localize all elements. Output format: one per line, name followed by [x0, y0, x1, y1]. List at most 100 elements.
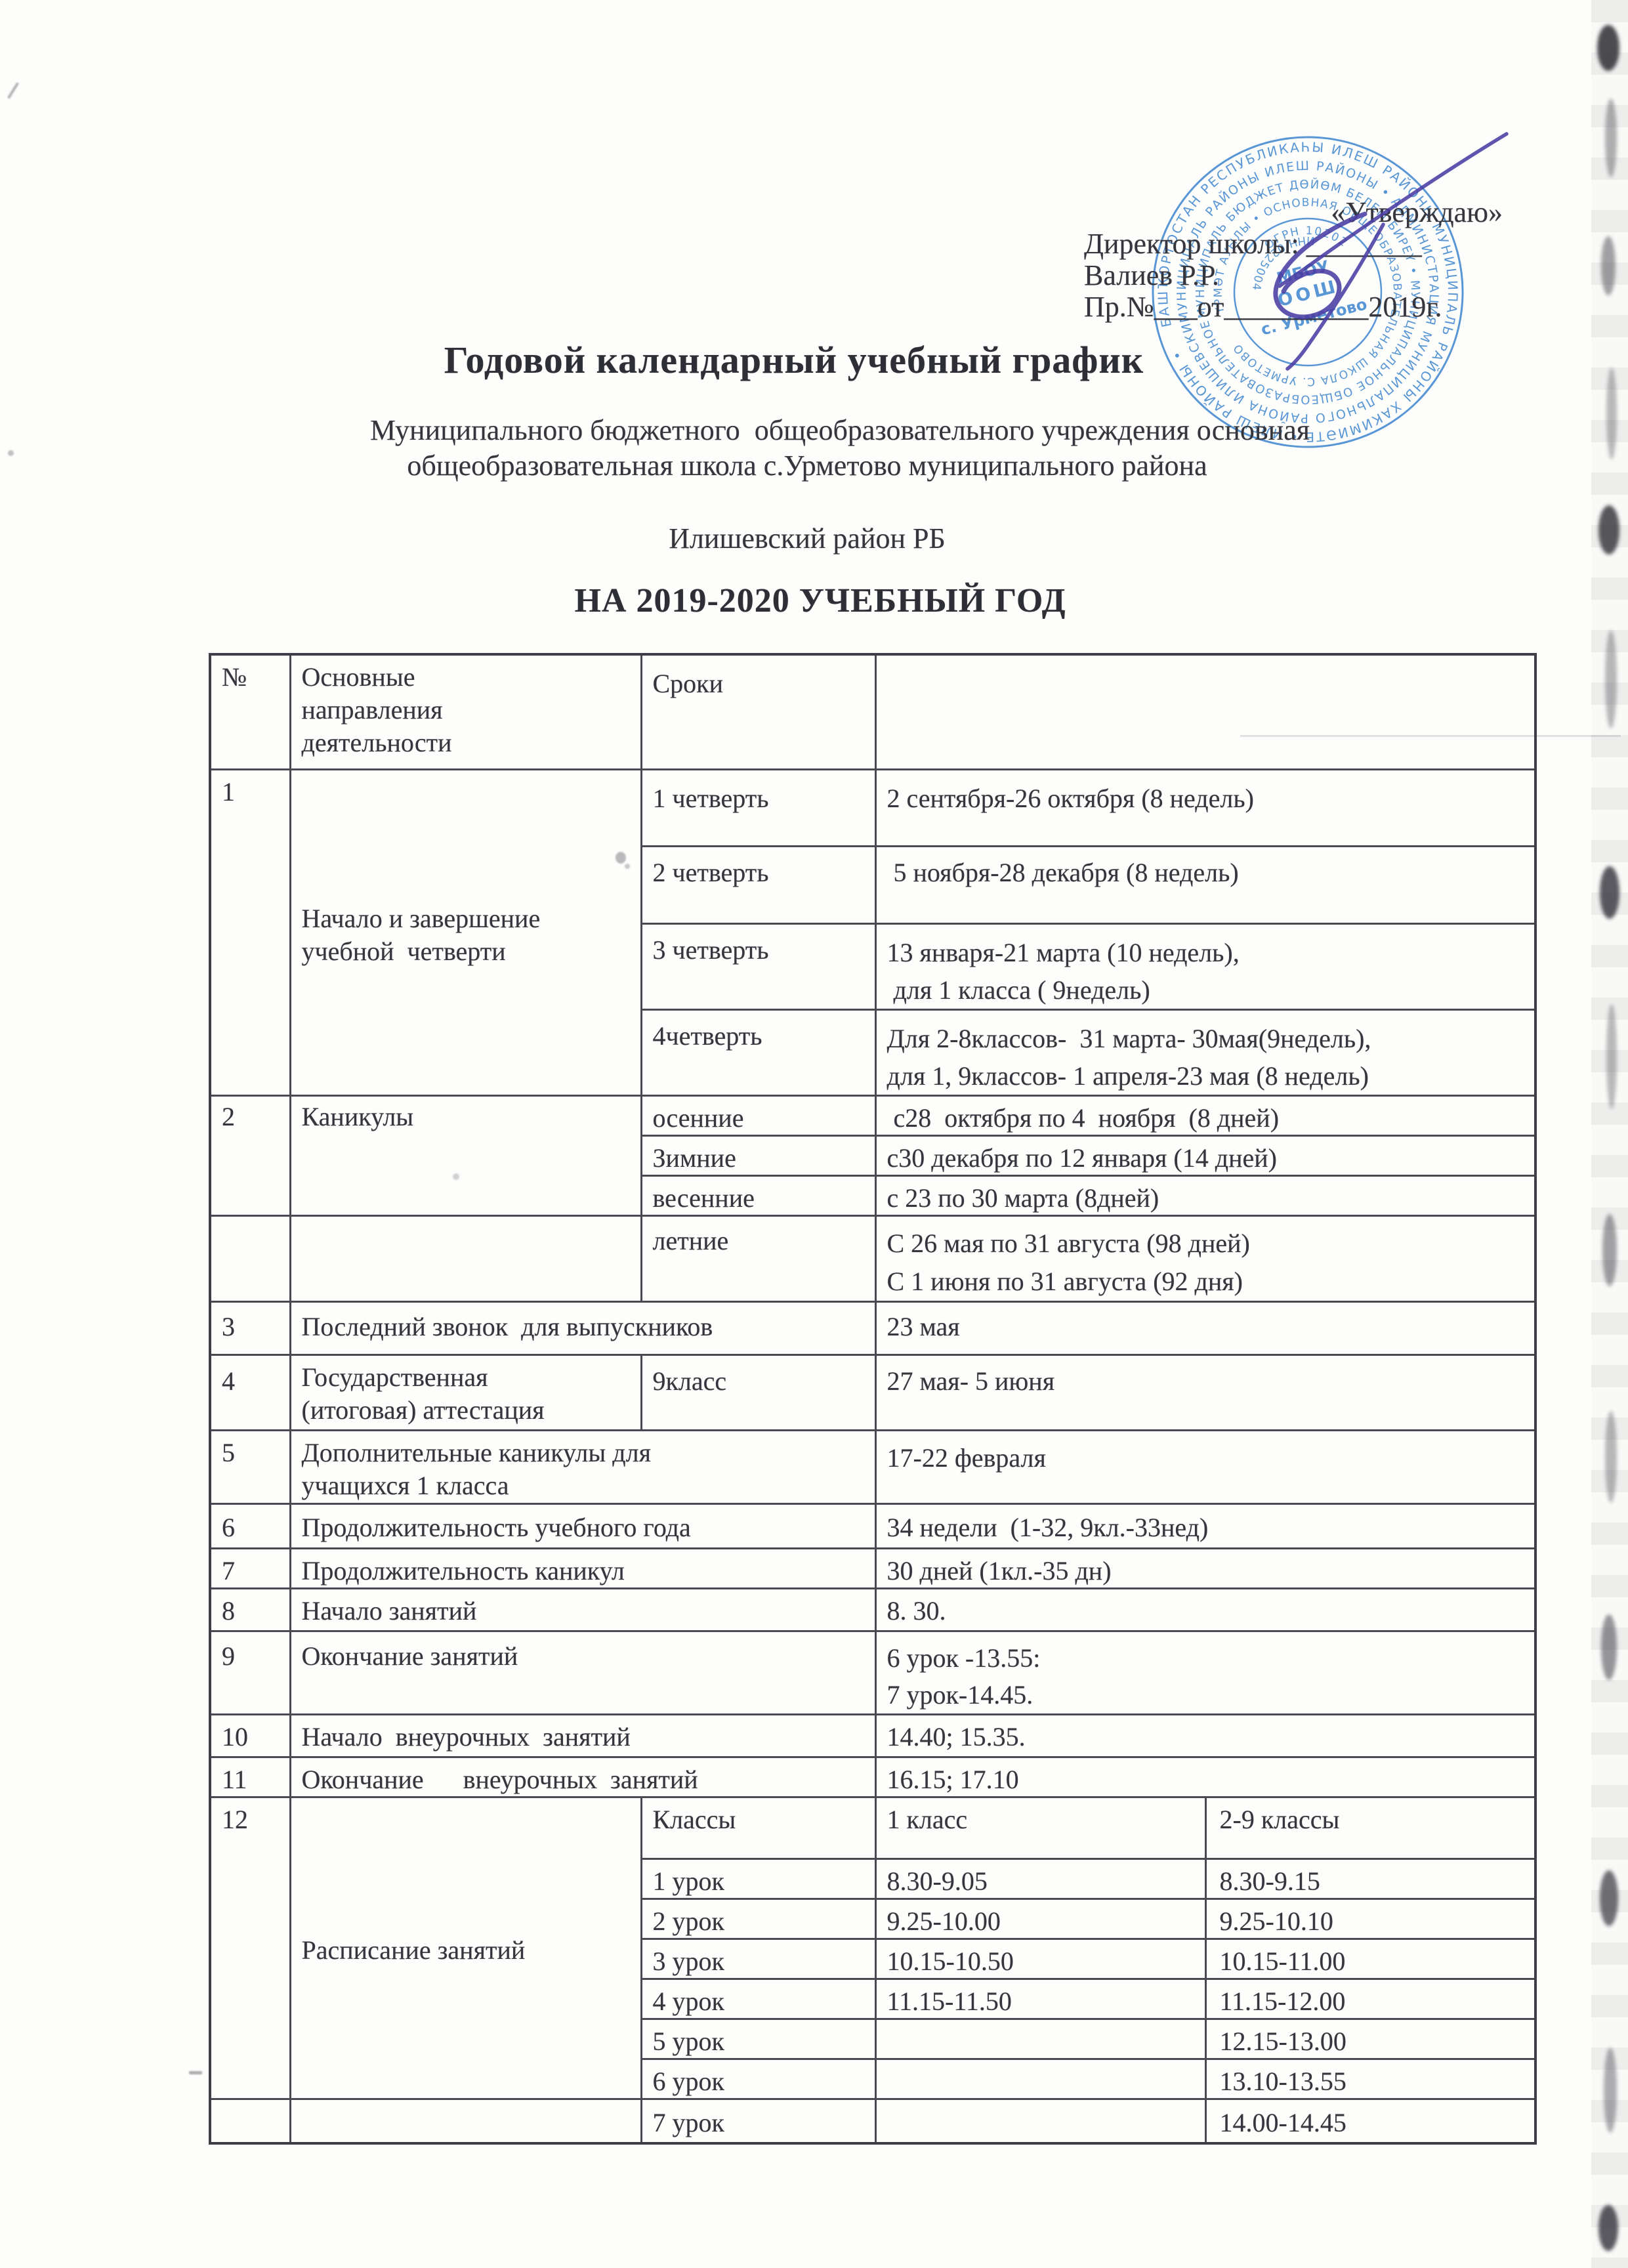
lesson-label-cell: 5 урок — [640, 2017, 877, 2060]
row6-number-cell: 6 — [209, 1502, 291, 1549]
lesson-time-1class: 8.30-9.05 — [887, 1866, 988, 1896]
class1-header: 1 класс — [887, 1804, 968, 1834]
lesson-time-1class: 10.15-10.50 — [887, 1946, 1014, 1976]
empty-number-cell — [209, 1214, 291, 1303]
table-row: 2 четверть 5 ноября-28 декабря (8 недель… — [210, 845, 1537, 925]
row-number: 5 — [222, 1437, 235, 1467]
period-label: Зимние — [652, 1143, 736, 1173]
period-value-cell: 5 ноября-28 декабря (8 недель) — [874, 845, 1537, 925]
row-number: 9 — [222, 1641, 235, 1671]
row-value: 30 дней (1кл.-35 дн) — [887, 1555, 1112, 1586]
row2-number-cell: 2 — [209, 1094, 291, 1217]
table-row: 4четверть Для 2-8классов- 31 марта- 30ма… — [210, 1008, 1537, 1097]
lesson-time-cell: 8.30-9.15 — [1204, 1857, 1537, 1900]
lesson-label-cell: 3 урок — [640, 1937, 877, 1980]
row10-value-cell: 14.40; 15.35. — [874, 1713, 1537, 1758]
scan-noise — [1601, 236, 1616, 295]
row3-value-cell: 23 мая — [874, 1300, 1537, 1356]
period-value-cell: с 23 по 30 марта (8дней) — [874, 1174, 1537, 1217]
scan-noise — [1597, 25, 1619, 71]
row8-number-cell: 8 — [209, 1587, 291, 1632]
row-number: 8 — [222, 1595, 235, 1626]
scan-noise — [1598, 505, 1619, 555]
table-row: 6 урок 13.10-13.55 — [210, 2057, 1537, 2100]
scan-speck — [453, 1173, 459, 1180]
period-label-cell: 4четверть — [640, 1008, 877, 1097]
row3-number-cell: 3 — [209, 1300, 291, 1356]
row3-name-cell: Последний звонок для выпускников — [289, 1300, 877, 1356]
doc-subtitle-2: общеобразовательная школа с.Урметово мун… — [407, 450, 1207, 482]
period-label-cell: осенние — [640, 1094, 877, 1137]
row5-name-cell: Дополнительные каникулы для учащихся 1 к… — [289, 1429, 877, 1505]
header-directions: Основные направления деятельности — [301, 662, 452, 757]
period-label: летние — [652, 1225, 729, 1255]
row-value: 16.15; 17.10 — [887, 1764, 1019, 1794]
table-row: 4 Государственная (итоговая) аттестация … — [209, 1353, 1537, 1431]
table-row: весенние с 23 по 30 марта (8дней) — [210, 1174, 1537, 1217]
row7-value-cell: 30 дней (1кл.-35 дн) — [874, 1547, 1537, 1589]
lesson-time-1class — [877, 2021, 1203, 2025]
row-number: 11 — [222, 1764, 247, 1794]
scan-noise — [1605, 630, 1617, 728]
table-row: 3 урок 10.15-10.50 10.15-11.00 — [210, 1937, 1537, 1980]
row6-name-cell: Продолжительность учебного года — [289, 1502, 877, 1549]
lesson-label: 1 урок — [652, 1866, 724, 1896]
lesson-label-cell: 1 урок — [640, 1857, 877, 1900]
row8-name-cell: Начало занятий — [289, 1587, 877, 1632]
doc-subtitle-1: Муниципального бюджетного общеобразовате… — [370, 414, 1310, 446]
row-name: Продолжительность учебного года — [301, 1512, 691, 1542]
row-name: Начало занятий — [301, 1595, 477, 1626]
row9-number-cell: 9 — [209, 1629, 291, 1715]
period-value-cell: с30 декабря по 12 января (14 дней) — [874, 1134, 1537, 1177]
schedule-table: № Основные направления деятельности Срок… — [209, 653, 1537, 2145]
row-number: 1 — [222, 776, 235, 807]
value-line: 7 урок-14.45. — [887, 1679, 1033, 1710]
table-row: 6 Продолжительность учебного года 34 нед… — [209, 1502, 1537, 1549]
lesson-time-cell: 11.15-11.50 — [874, 1977, 1207, 2020]
lesson-label: 3 урок — [652, 1946, 724, 1976]
scan-speck — [189, 2071, 202, 2074]
period-label-cell: 3 четверть — [640, 922, 877, 1011]
row-name: Расписание занятий — [301, 1935, 526, 1965]
row-name: Начало и завершение учебной четверти — [301, 903, 547, 966]
scan-noise — [1601, 1614, 1617, 1680]
period-value: Для 2-8классов- 31 марта- 30мая(9недель)… — [877, 1011, 1534, 1093]
period-value: 2 сентября-26 октября (8 недель) — [887, 783, 1254, 813]
doc-subtitle-3: Илишевский район РБ — [669, 522, 946, 555]
scan-noise — [1606, 368, 1617, 459]
period-value-cell: с28 октября по 4 ноября (8 дней) — [874, 1094, 1537, 1137]
period-value-cell: С 26 мая по 31 августа (98 дней) С 1 июня… — [874, 1214, 1537, 1303]
table-row: 1 Начало и завершение учебной четверти 1… — [209, 768, 1537, 1097]
row-name: Окончание занятий — [301, 1641, 518, 1671]
lesson-time-1class: 9.25-10.00 — [887, 1906, 1001, 1936]
table-row: 5 Дополнительные каникулы для учащихся 1… — [209, 1429, 1537, 1505]
header-terms: Сроки — [652, 669, 724, 698]
table-row: 10 Начало внеурочных занятий 14.40; 15.3… — [209, 1713, 1537, 1758]
row7-number-cell: 7 — [209, 1547, 291, 1589]
lesson-label-cell: 7 урок — [640, 2097, 877, 2145]
row2-name-cell: Каникулы — [289, 1094, 642, 1217]
value-line: С 26 мая по 31 августа (98 дней) — [887, 1228, 1250, 1258]
period-value-cell: 2 сентября-26 октября (8 недель) — [874, 768, 1537, 847]
period-label: 3 четверть — [652, 934, 769, 965]
row-number: 2 — [222, 1101, 235, 1131]
scan-speck — [625, 864, 630, 869]
lesson-time-cell: 10.15-10.50 — [874, 1937, 1207, 1980]
lesson-label: 6 урок — [652, 2066, 724, 2096]
row11-number-cell: 11 — [209, 1755, 291, 1798]
lesson-time-cell — [874, 2097, 1207, 2145]
row-sub-label: 9класс — [652, 1366, 727, 1396]
order-line: Пр.№___от__________2019г. — [1084, 291, 1442, 323]
lesson-time-29class: 8.30-9.15 — [1219, 1866, 1320, 1896]
row-value: 17-22 февраля — [887, 1442, 1046, 1473]
row-number: 12 — [222, 1804, 248, 1834]
row7-name-cell: Продолжительность каникул — [289, 1547, 877, 1589]
lesson-time-cell: 9.25-10.00 — [874, 1897, 1207, 1940]
period-value: 5 ноября-28 декабря (8 недель) — [887, 857, 1239, 887]
header-num: № — [222, 662, 247, 692]
table-row: 7 урок 14.00-14.45 — [209, 2097, 1537, 2145]
lesson-label-cell: 6 урок — [640, 2057, 877, 2100]
value-line: 6 урок -13.55: — [887, 1643, 1041, 1673]
scan-noise — [1600, 866, 1619, 919]
